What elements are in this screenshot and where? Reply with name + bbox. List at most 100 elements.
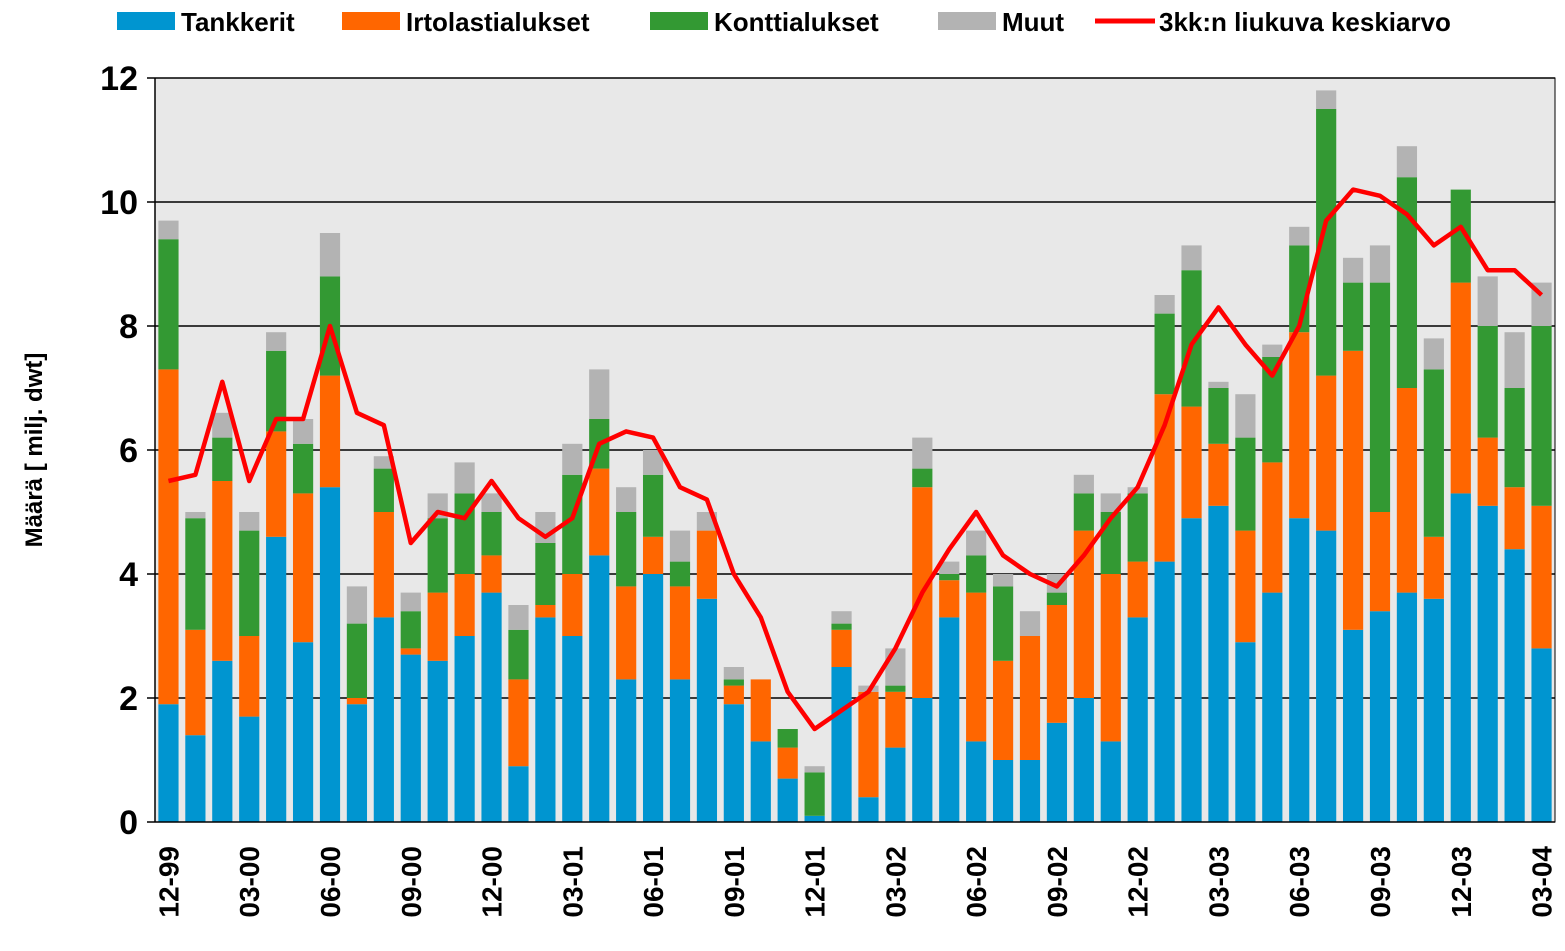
bar-segment [212,660,233,822]
bar-segment [508,629,529,680]
bar-segment [454,574,475,636]
bar-segment [1208,443,1229,506]
bar-segment [1289,518,1310,822]
bar-segment [158,220,179,240]
bar-segment [1396,592,1418,822]
y-tick-label: 8 [119,308,138,346]
bar-segment [292,642,314,822]
legend-label: Konttialukset [714,7,879,37]
legend-swatch [342,12,400,30]
bar-segment [1477,276,1498,326]
bar-segment [1450,189,1471,283]
bar-segment [1423,369,1444,537]
bar-segment [939,574,960,581]
x-tick-label: 06-02 [961,846,992,918]
bar-segment [1154,313,1175,395]
legend-swatch [117,12,175,30]
bar-segment [777,729,798,748]
bar-segment [1369,282,1391,512]
y-tick-label: 4 [119,556,138,594]
x-tick-label: 03-04 [1527,846,1558,918]
bar-segment [508,766,529,822]
bar-segment [185,518,206,630]
bar-segment [1369,512,1391,612]
bar-segment [1019,760,1041,822]
bar-segment [1423,338,1444,370]
bar-segment [212,437,233,481]
bar-segment [1073,474,1094,494]
bar-segment [1073,493,1094,531]
x-tick-label: 12-03 [1446,846,1477,918]
bar-segment [292,493,314,643]
bar-segment [777,747,798,779]
bar-segment [1504,332,1525,388]
bar-segment [858,691,879,798]
bar-segment [562,636,583,822]
bar-segment [266,431,287,537]
x-tick-label: 09-02 [1042,846,1073,918]
bar-segment [696,530,718,599]
bar-segment [1262,344,1283,357]
bar-segment [1316,375,1337,531]
bar-segment [319,375,341,488]
bar-segment [212,412,233,438]
bar-segment [454,636,475,822]
bar-segment [1073,530,1094,698]
bar-segment [454,462,475,494]
bar-segment [885,691,906,748]
bar-segment [1100,493,1121,512]
bar-segment [1531,505,1552,649]
bar-segment [346,698,368,705]
bar-segment [723,667,744,680]
bar-segment [508,679,529,767]
x-tick-label: 03-01 [557,846,588,918]
bar-segment [1073,698,1094,822]
bar-segment [292,443,314,494]
bar-segment [239,512,260,531]
x-tick-label: 09-03 [1365,846,1396,918]
bar-segment [1181,270,1202,407]
y-tick-label: 6 [119,432,138,470]
bar-segment [1396,146,1418,178]
bar-segment [589,468,610,556]
bar-segment [1289,332,1310,519]
bar-segment [1208,388,1229,444]
bar-segment [1342,257,1364,283]
bar-segment [266,350,287,432]
bar-segment [400,648,421,655]
legend-label: Irtolastialukset [406,7,590,37]
bar-segment [1262,357,1283,463]
bar-segment [642,450,664,475]
bar-segment [939,580,960,618]
bar-segment [292,419,314,444]
bar-segment [1289,226,1310,246]
bar-segment [481,512,502,556]
bar-segment [912,698,933,822]
bar-segment [966,555,987,593]
bar-segment [616,679,637,822]
bar-segment [1127,493,1148,562]
bar-segment [1235,642,1256,822]
bar-segment [1181,406,1202,519]
bar-segment [589,555,610,822]
bar-segment [400,611,421,649]
moving-average-line [167,187,1544,732]
bar-segment [535,605,556,618]
bar-segment [1369,611,1391,822]
legend-label: Tankkerit [181,7,295,37]
bar-segment [481,493,502,512]
y-tick-label: 10 [100,184,138,222]
bar-segment [1208,381,1229,388]
x-tick-label: 12-01 [800,846,831,918]
x-tick-label: 09-00 [396,846,427,918]
bar-segment [1504,388,1525,488]
bar-segment [319,487,341,822]
bar-segment [804,766,825,773]
bar-segment [992,760,1014,822]
bar-segment [1046,722,1068,822]
bar-segment [669,586,691,680]
bar-segment [373,468,394,512]
bar-segment [427,592,448,661]
plot-border [154,77,1556,823]
legend-swatch [650,12,708,30]
